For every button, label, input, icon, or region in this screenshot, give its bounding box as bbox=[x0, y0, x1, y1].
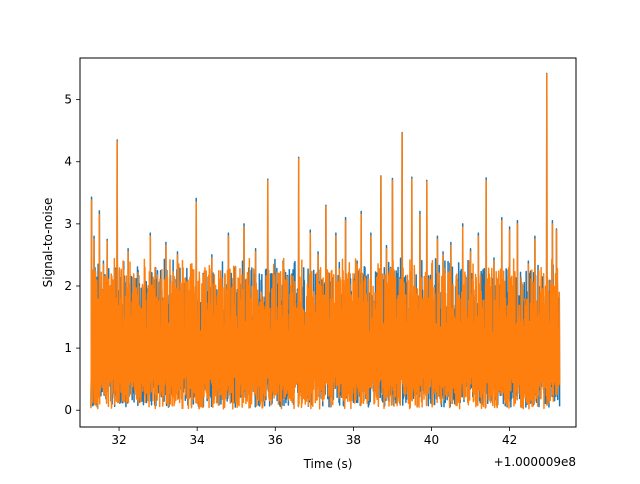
x-tick-label: 32 bbox=[111, 433, 126, 447]
axes-frame bbox=[79, 57, 577, 428]
series-line-orange bbox=[90, 73, 561, 410]
y-axis-label: Signal-to-noise bbox=[41, 198, 55, 288]
x-tick-label: 42 bbox=[502, 433, 517, 447]
x-tick-label: 38 bbox=[346, 433, 361, 447]
y-tick-label: 2 bbox=[64, 279, 72, 293]
y-axis-ticks: 0 1 2 3 4 5 bbox=[64, 93, 80, 417]
y-tick-label: 1 bbox=[64, 341, 72, 355]
y-tick-label: 5 bbox=[64, 93, 72, 107]
series-layer bbox=[90, 72, 561, 410]
x-tick-label: 34 bbox=[190, 433, 205, 447]
x-axis-label: Time (s) bbox=[303, 457, 353, 471]
x-axis-offset-label: +1.000009e8 bbox=[494, 455, 576, 469]
y-tick-label: 0 bbox=[64, 403, 72, 417]
x-axis-ticks: 32 34 36 38 40 42 bbox=[111, 427, 517, 447]
y-tick-label: 4 bbox=[64, 155, 72, 169]
y-tick-label: 3 bbox=[64, 217, 72, 231]
x-tick-label: 40 bbox=[424, 433, 439, 447]
x-tick-label: 36 bbox=[268, 433, 283, 447]
